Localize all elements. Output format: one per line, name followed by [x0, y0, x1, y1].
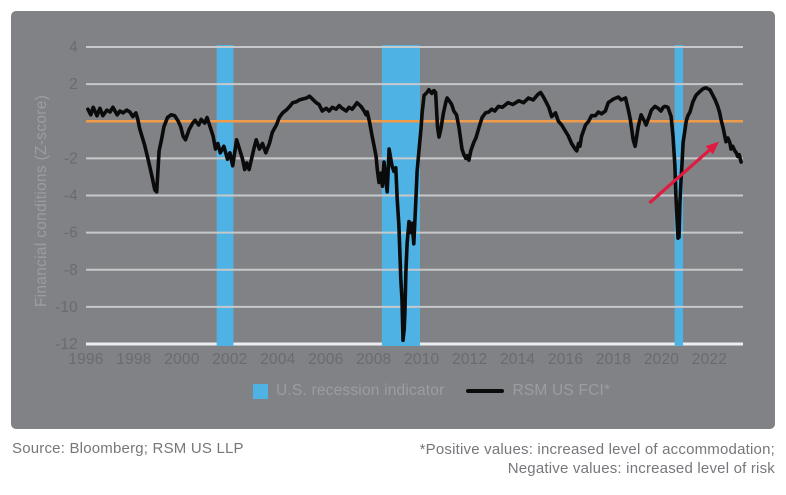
- y-tick-label: 2: [69, 76, 78, 93]
- legend: U.S. recession indicator RSM US FCI*: [253, 382, 610, 400]
- x-tick-label: 2006: [308, 351, 343, 368]
- x-tick-label: 2000: [164, 351, 199, 368]
- fci-line: [86, 86, 743, 343]
- x-tick-label: 2002: [212, 351, 247, 368]
- trend-arrow-head: [705, 141, 720, 155]
- x-tick-label: 2020: [644, 351, 679, 368]
- recession-legend-swatch: [253, 383, 268, 399]
- chart-panel: 4 2 -2 -4 -6 -8 -10 -12 1996 1998 2000 2002 2004 2006…: [11, 11, 775, 429]
- footnote-line1: *Positive values: increased level of acc…: [419, 441, 775, 458]
- x-tick-label: 2012: [452, 351, 487, 368]
- y-tick-label: -6: [64, 225, 78, 242]
- y-tick-label: -4: [64, 188, 78, 205]
- x-tick-label: 2008: [356, 351, 391, 368]
- x-tick-label: 2014: [500, 351, 535, 368]
- x-tick-label: 2016: [548, 351, 583, 368]
- source-text: Source: Bloomberg; RSM US LLP: [12, 440, 244, 457]
- y-tick-label: 4: [69, 39, 78, 56]
- x-tick-label: 2018: [596, 351, 631, 368]
- y-tick-label: -12: [55, 336, 78, 353]
- y-tick-label: -8: [64, 262, 78, 279]
- recession-legend-label: U.S. recession indicator: [276, 382, 445, 399]
- trend-arrow-shaft: [648, 147, 712, 205]
- fci-legend-line: [466, 389, 505, 393]
- x-tick-label: 2004: [260, 351, 295, 368]
- y-tick-label: -10: [55, 299, 78, 316]
- x-tick-label: 2022: [692, 351, 727, 368]
- fci-legend-label: RSM US FCI*: [512, 382, 611, 399]
- x-tick-label: 2010: [404, 351, 439, 368]
- y-tick-label: -2: [64, 150, 78, 167]
- footnote-line2: Negative values: increased level of risk: [507, 460, 775, 477]
- y-axis-title: Financial conditions (Z-score): [33, 94, 50, 308]
- footnote: *Positive values: increased level of acc…: [420, 440, 775, 478]
- x-tick-label: 1998: [116, 351, 151, 368]
- x-tick-label: 1996: [68, 351, 103, 368]
